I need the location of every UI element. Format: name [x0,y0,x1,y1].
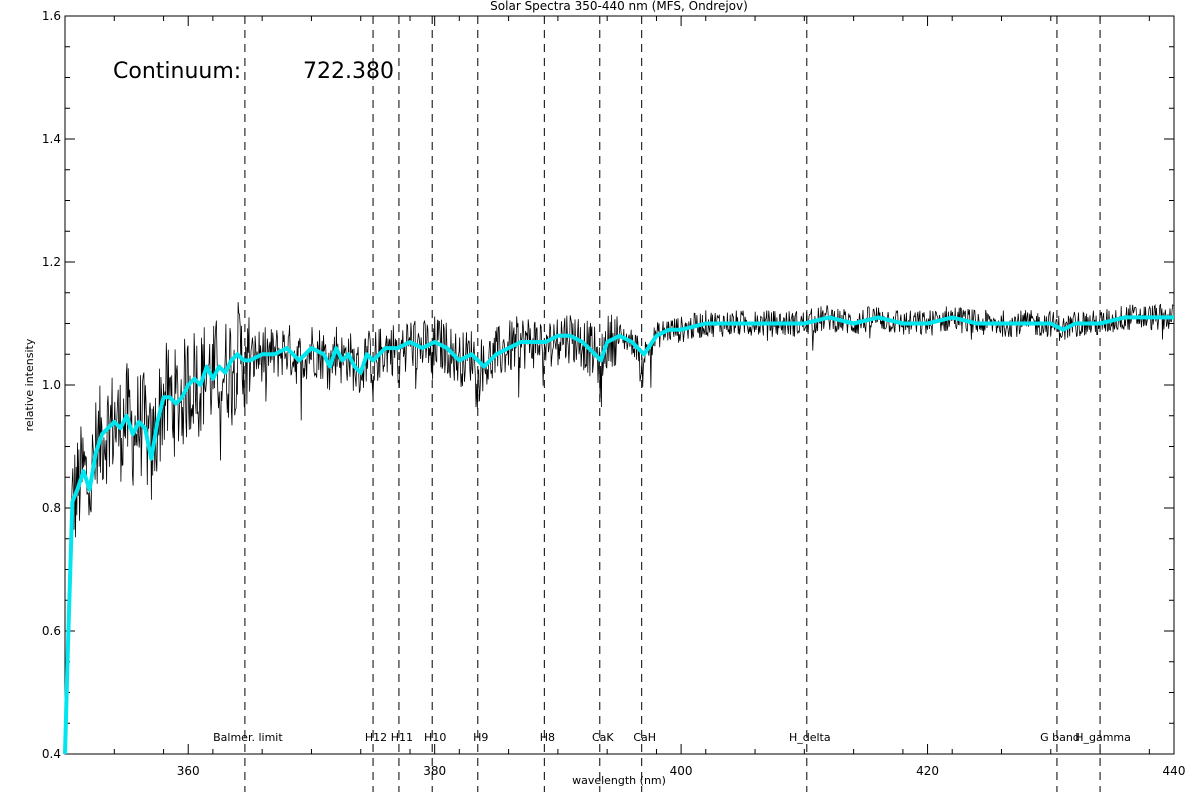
x-tick-label: 420 [916,764,939,778]
raw-spectrum-line [68,302,1174,605]
y-tick-label: 0.6 [42,624,61,638]
reference-line-label: G band [1040,731,1080,744]
reference-line-label: CaK [592,731,614,744]
y-tick-label: 1.4 [42,132,61,146]
x-tick-label: 360 [177,764,200,778]
x-tick-label: 380 [423,764,446,778]
axis-ticks: 360 380 400 420 440 0.4 0.6 0.8 1.0 1.2 1.4 1.6 [42,9,1186,778]
reference-line-label: H10 [424,731,446,744]
reference-line-label: H8 [540,731,555,744]
reference-line-label: H_gamma [1075,731,1131,744]
raw-spectrum [68,302,1174,605]
chart-title: Solar Spectra 350-440 nm (MFS, Ondrejov) [490,0,748,13]
y-tick-label: 1.2 [42,255,61,269]
reference-line-label: H11 [391,731,413,744]
x-tick-label: 440 [1163,764,1186,778]
reference-lines: Balmer. limit H12 H11 H10 H9 H8 CaK CaH H_delta G… [213,16,1131,792]
reference-line-label: CaH [633,731,656,744]
y-axis-label: relative intensity [23,338,36,431]
smoothed-spectrum [63,315,1174,755]
reference-line-label: Balmer. limit [213,731,283,744]
reference-line-label: H9 [473,731,488,744]
y-tick-label: 0.8 [42,501,61,515]
continuum-label: Continuum: [113,59,241,84]
reference-line-label: H_delta [789,731,831,744]
smoothed-spectrum-line [63,315,1174,755]
reference-line-label: H12 [365,731,387,744]
x-tick-label: 400 [670,764,693,778]
continuum-value: 722.380 [303,59,394,84]
x-axis-label: wavelength (nm) [572,774,666,787]
y-tick-label: 1.0 [42,378,61,392]
y-tick-label: 0.4 [42,747,61,761]
y-tick-label: 1.6 [42,9,61,23]
